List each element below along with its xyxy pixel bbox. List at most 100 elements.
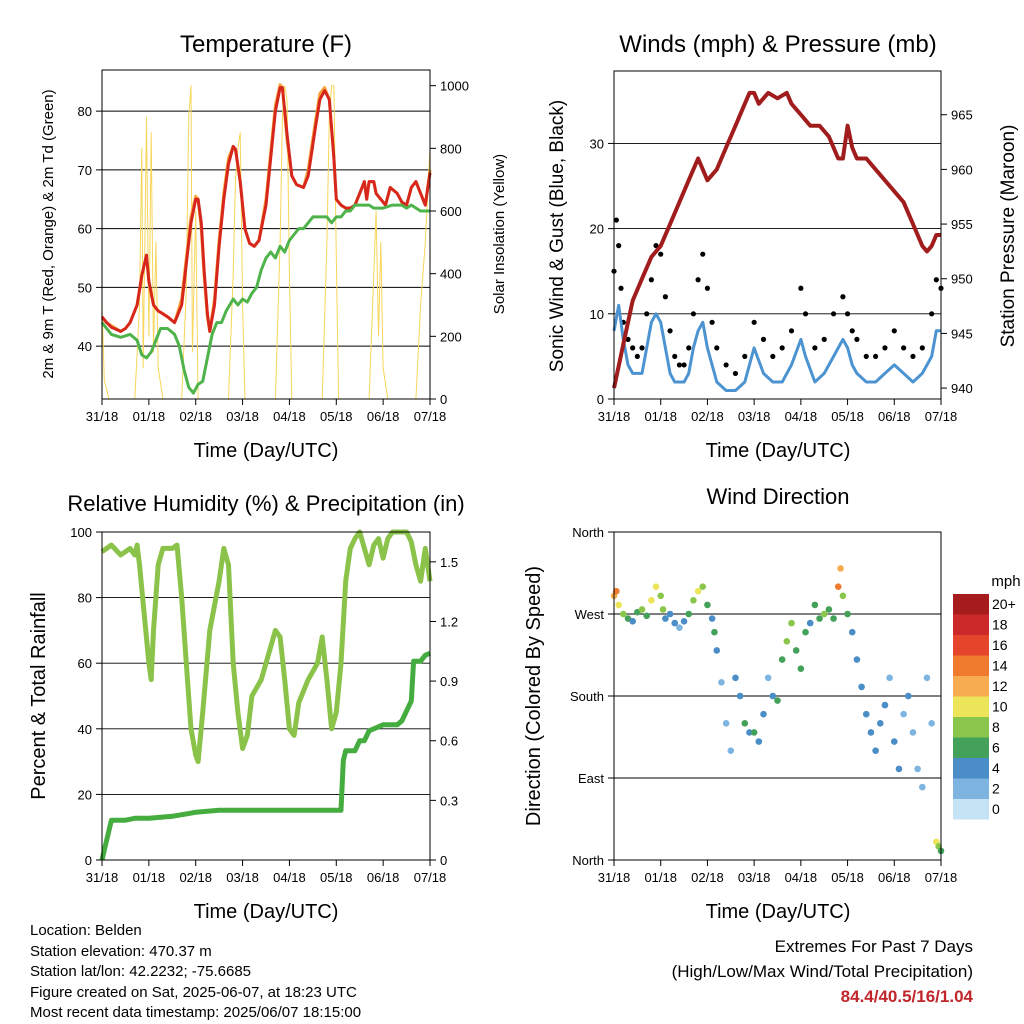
- y-tick-label: 60: [78, 656, 92, 671]
- gust-point: [760, 336, 767, 342]
- direction-point: [694, 587, 702, 595]
- direction-point: [750, 729, 758, 736]
- x-tick-label: 05/18: [320, 409, 353, 424]
- direction-point: [676, 624, 683, 631]
- legend-swatch: [953, 758, 989, 779]
- direction-point: [711, 628, 718, 636]
- legend-label: 14: [992, 658, 1008, 674]
- winds-y-label: Sonic Wind & Gust (Blue, Black): [547, 100, 568, 372]
- direction-point: [895, 765, 903, 773]
- gust-point: [618, 285, 624, 291]
- temperature-plot-frame: [101, 69, 431, 400]
- gust-point: [616, 243, 622, 249]
- gust-point: [686, 345, 692, 351]
- direction-point: [615, 601, 622, 609]
- legend-swatch: [953, 696, 989, 717]
- y-right-tick-label: 800: [440, 141, 462, 156]
- gust-point: [634, 353, 640, 360]
- gust-point: [704, 285, 711, 291]
- gust-point: [630, 345, 636, 351]
- direction-point: [905, 692, 912, 700]
- x-tick-label: 04/18: [785, 409, 818, 424]
- gust-point: [732, 370, 739, 377]
- y-right-tick-label: 0: [440, 392, 447, 407]
- legend-swatch: [953, 799, 989, 820]
- direction-point: [867, 729, 875, 736]
- y-right-tick-label: 955: [951, 217, 973, 232]
- y-tick-label: 70: [78, 163, 92, 178]
- y-right-tick-label: 1000: [440, 79, 469, 94]
- direction-point: [774, 697, 781, 704]
- x-tick-label: 06/18: [367, 870, 400, 885]
- direction-point: [732, 674, 739, 682]
- direction-point: [919, 783, 926, 791]
- direction-point: [816, 615, 823, 622]
- gust-point: [662, 294, 668, 300]
- y-right-tick-label: 0.3: [440, 793, 458, 808]
- humidity-panel: 31/18 01/18 02/18 03/18 04/18 05/18 06/18 07/18…: [28, 491, 465, 923]
- direction-y-label: Direction (Colored By Speed): [523, 566, 545, 826]
- figure-created: Figure created on Sat, 2025-06-07, at 18…: [30, 983, 357, 1001]
- direction-point: [671, 619, 679, 627]
- gust-point: [676, 362, 683, 368]
- gust-point: [840, 294, 846, 300]
- direction-point: [909, 729, 917, 736]
- x-tick-label: 31/18: [86, 409, 119, 424]
- gust-point: [798, 285, 804, 291]
- legend-swatch: [953, 614, 989, 635]
- x-tick-label: 31/18: [598, 409, 631, 424]
- y-tick-label: 40: [78, 722, 92, 737]
- temperature-x-label: Time (Day/UTC): [194, 440, 339, 462]
- direction-x-label: Time (Day/UTC): [706, 901, 851, 923]
- x-tick-label: 04/18: [785, 870, 818, 885]
- y-tick-label: 80: [78, 591, 92, 606]
- y-right-tick-label: 0.6: [440, 734, 458, 749]
- humidity-y-label: Percent & Total Rainfall: [28, 592, 50, 800]
- direction-plot-frame: [613, 531, 942, 861]
- legend-label: 8: [992, 719, 1000, 735]
- recent-timestamp: Most recent data timestamp: 2025/06/07 1…: [30, 1004, 362, 1021]
- speed-legend: mph 20+ 18 16 14 12 10 8 6 4 2 0: [953, 573, 1021, 820]
- winds-title: Winds (mph) & Pressure (mb): [619, 31, 936, 58]
- direction-point: [783, 638, 791, 645]
- gust-point: [882, 345, 888, 351]
- gust-point: [751, 319, 757, 325]
- direction-title: Wind Direction: [706, 484, 849, 509]
- direction-point: [755, 738, 763, 745]
- x-tick-label: 06/18: [878, 870, 911, 885]
- direction-point: [746, 729, 753, 736]
- x-tick-label: 06/18: [878, 409, 911, 424]
- direction-point: [825, 606, 833, 613]
- winds-plot-frame: [613, 70, 942, 400]
- legend-label: 0: [992, 801, 1000, 817]
- direction-point: [839, 592, 847, 600]
- extremes-subheading: (High/Low/Max Wind/Total Precipitation): [671, 962, 973, 981]
- series-line: [100, 203, 430, 395]
- humidity-plot-frame: [101, 531, 431, 861]
- y-tick-label: 80: [78, 104, 92, 119]
- direction-point: [837, 565, 844, 572]
- gust-point: [849, 328, 855, 334]
- x-tick-label: 07/18: [414, 409, 447, 424]
- winds-panel: 31/18 01/18 02/18 03/18 04/18 05/18 06/18 07/18…: [547, 31, 1019, 462]
- gust-point: [639, 345, 645, 351]
- humidity-x-label: Time (Day/UTC): [194, 901, 339, 923]
- direction-point: [718, 679, 725, 686]
- gust-point: [613, 217, 619, 223]
- legend-label: 4: [992, 760, 1000, 776]
- winds-x-label: Time (Day/UTC): [706, 440, 851, 462]
- x-tick-label: 04/18: [273, 870, 306, 885]
- gust-point: [690, 311, 697, 317]
- x-tick-label: 05/18: [320, 870, 353, 885]
- x-tick-label: 03/18: [226, 409, 259, 424]
- extremes-values: 84.4/40.5/16/1.04: [840, 987, 973, 1006]
- direction-point: [914, 765, 921, 773]
- direction-point: [685, 610, 693, 618]
- direction-point: [638, 606, 646, 613]
- speed-legend-title: mph: [991, 573, 1020, 590]
- direction-point: [788, 619, 795, 627]
- legend-swatch: [953, 594, 989, 615]
- humidity-title: Relative Humidity (%) & Precipitation (i…: [67, 491, 464, 516]
- gust-point: [648, 277, 654, 283]
